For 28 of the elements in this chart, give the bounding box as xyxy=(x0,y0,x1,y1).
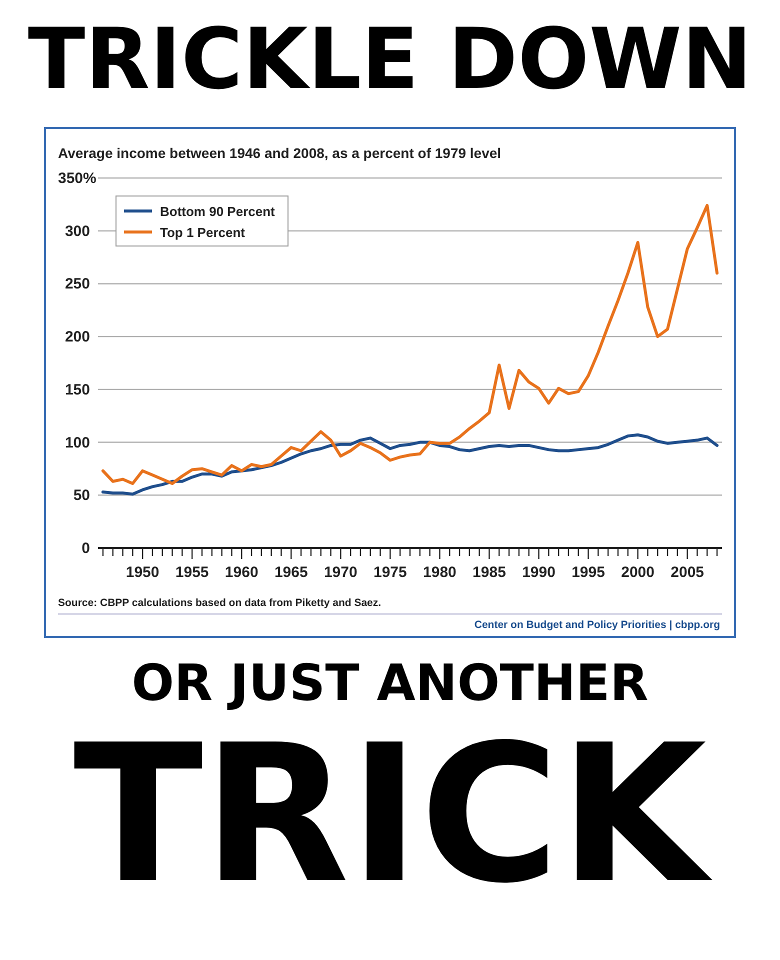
x-tick-label: 1985 xyxy=(472,564,506,581)
y-tick-label: 100 xyxy=(64,434,90,452)
x-tick-label: 1950 xyxy=(126,564,160,581)
y-tick-label: 300 xyxy=(64,222,90,240)
x-tick-label: 1990 xyxy=(522,564,556,581)
x-tick-label: 1965 xyxy=(274,564,308,581)
x-tick-label: 1995 xyxy=(572,564,605,581)
x-tick-label: 1980 xyxy=(423,564,456,581)
x-tick-label: 1955 xyxy=(175,564,209,581)
x-tick-label: 1970 xyxy=(324,564,358,581)
source-note: Source: CBPP calculations based on data from Piketty and Saez. xyxy=(58,597,382,609)
x-tick-label: 1975 xyxy=(374,564,407,581)
x-tick-label: 2000 xyxy=(621,564,654,581)
y-tick-label: 0 xyxy=(82,540,90,557)
chart-subtitle: Average income between 1946 and 2008, as a percent of 1979 level xyxy=(58,145,502,161)
y-tick-label: 350% xyxy=(58,170,96,187)
chart-title: TRICKLE DOWN xyxy=(28,10,752,108)
line-series xyxy=(101,204,719,486)
y-tick-label: 250 xyxy=(64,276,90,293)
x-tick-label: 1960 xyxy=(224,564,258,581)
y-tick-label: 50 xyxy=(73,487,90,504)
legend-label: Bottom 90 Percent xyxy=(160,204,276,219)
line-series xyxy=(101,433,719,496)
y-tick-label: 150 xyxy=(64,381,90,398)
legend-label: Top 1 Percent xyxy=(160,225,246,240)
x-tick-label: 2005 xyxy=(670,564,704,581)
y-tick-label: 200 xyxy=(64,328,90,346)
text: Center on Budget and Policy Priorities | cbpp.org xyxy=(474,619,720,631)
